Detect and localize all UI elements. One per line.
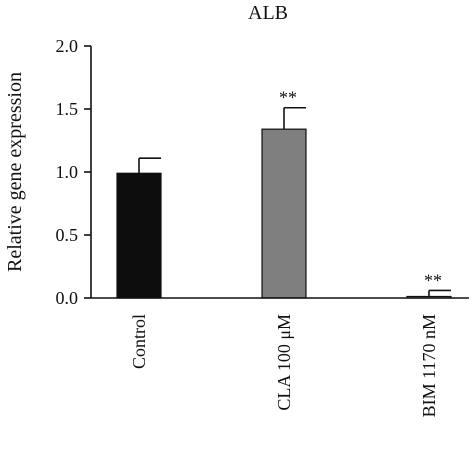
- bar: [261, 128, 307, 299]
- significance-marker: **: [279, 88, 297, 108]
- y-tick-label: 1.5: [56, 99, 79, 119]
- bars: ** **: [116, 88, 452, 299]
- y-axis-ticks: 0.0 0.5 1.0 1.5 2.0: [56, 36, 91, 308]
- category-label: CLA 100 μM: [274, 314, 294, 411]
- category-label: Control: [129, 314, 149, 369]
- category-label: BIM 1170 nM: [419, 314, 439, 417]
- bar: [116, 172, 162, 299]
- y-tick-label: 2.0: [56, 36, 79, 56]
- significance-marker: **: [424, 270, 442, 290]
- y-axis-label: Relative gene expression: [4, 72, 26, 272]
- chart-title: ALB: [248, 2, 288, 24]
- y-tick-label: 0.0: [56, 288, 79, 308]
- y-tick-label: 0.5: [56, 225, 79, 245]
- category-labels: Control CLA 100 μM BIM 1170 nM: [129, 314, 439, 417]
- y-tick-label: 1.0: [56, 162, 79, 182]
